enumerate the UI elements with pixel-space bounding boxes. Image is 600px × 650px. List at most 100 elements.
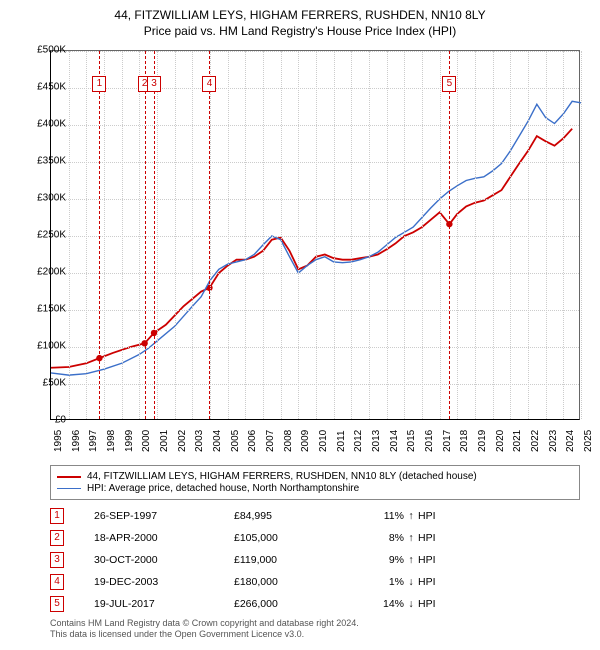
tx-pct: 9%: [354, 554, 404, 566]
event-marker: 4: [202, 76, 216, 92]
transaction-row: 330-OCT-2000£119,0009%↑HPI: [50, 549, 580, 571]
arrow-up-icon: ↑: [404, 510, 418, 522]
x-axis-label: 2022: [530, 430, 541, 452]
transaction-row: 519-JUL-2017£266,00014%↓HPI: [50, 593, 580, 615]
tx-marker: 5: [50, 596, 64, 612]
x-axis-label: 1995: [53, 430, 64, 452]
x-axis-label: 2002: [177, 430, 188, 452]
gridline-v: [157, 51, 158, 419]
gridline-v: [245, 51, 246, 419]
x-axis-label: 2006: [247, 430, 258, 452]
gridline-v: [440, 51, 441, 419]
y-axis-label: £0: [22, 415, 66, 426]
event-line: [209, 51, 210, 419]
gridline-v: [493, 51, 494, 419]
gridline-h: [51, 347, 579, 348]
tx-marker: 1: [50, 508, 64, 524]
tx-date: 26-SEP-1997: [94, 510, 234, 522]
tx-hpi-label: HPI: [418, 510, 458, 522]
tx-price: £119,000: [234, 554, 354, 566]
gridline-v: [387, 51, 388, 419]
gridline-h: [51, 236, 579, 237]
legend-label: 44, FITZWILLIAM LEYS, HIGHAM FERRERS, RU…: [87, 471, 477, 482]
x-axis-label: 2014: [389, 430, 400, 452]
legend: 44, FITZWILLIAM LEYS, HIGHAM FERRERS, RU…: [50, 465, 580, 500]
tx-date: 30-OCT-2000: [94, 554, 234, 566]
x-axis-label: 2012: [353, 430, 364, 452]
gridline-v: [86, 51, 87, 419]
gridline-h: [51, 125, 579, 126]
tx-price: £84,995: [234, 510, 354, 522]
gridline-v: [298, 51, 299, 419]
gridline-v: [581, 51, 582, 419]
x-axis-label: 2004: [212, 430, 223, 452]
tx-marker: 4: [50, 574, 64, 590]
event-marker: 3: [147, 76, 161, 92]
legend-swatch: [57, 488, 81, 489]
x-axis-label: 2018: [459, 430, 470, 452]
x-axis-label: 2023: [548, 430, 559, 452]
event-line: [154, 51, 155, 419]
transaction-row: 419-DEC-2003£180,0001%↓HPI: [50, 571, 580, 593]
tx-price: £180,000: [234, 576, 354, 588]
gridline-v: [316, 51, 317, 419]
x-axis-label: 2010: [318, 430, 329, 452]
event-line: [99, 51, 100, 419]
gridline-h: [51, 384, 579, 385]
tx-pct: 8%: [354, 532, 404, 544]
x-axis-label: 2021: [512, 430, 523, 452]
x-axis-label: 2016: [424, 430, 435, 452]
y-axis-label: £300K: [22, 193, 66, 204]
tx-date: 18-APR-2000: [94, 532, 234, 544]
footer-line-1: Contains HM Land Registry data © Crown c…: [50, 618, 359, 629]
x-axis-label: 2011: [336, 430, 347, 452]
gridline-v: [192, 51, 193, 419]
x-axis-label: 2017: [442, 430, 453, 452]
arrow-down-icon: ↓: [404, 598, 418, 610]
x-axis-label: 2015: [406, 430, 417, 452]
gridline-h: [51, 162, 579, 163]
x-axis-label: 2024: [565, 430, 576, 452]
gridline-h: [51, 310, 579, 311]
gridline-v: [351, 51, 352, 419]
y-axis-label: £250K: [22, 230, 66, 241]
gridline-v: [228, 51, 229, 419]
arrow-up-icon: ↑: [404, 554, 418, 566]
event-line: [145, 51, 146, 419]
gridline-v: [139, 51, 140, 419]
tx-price: £105,000: [234, 532, 354, 544]
legend-swatch: [57, 476, 81, 478]
gridline-h: [51, 199, 579, 200]
x-axis-label: 2000: [141, 430, 152, 452]
gridline-v: [457, 51, 458, 419]
tx-date: 19-JUL-2017: [94, 598, 234, 610]
tx-marker: 2: [50, 530, 64, 546]
x-axis-label: 2009: [300, 430, 311, 452]
chart-title-address: 44, FITZWILLIAM LEYS, HIGHAM FERRERS, RU…: [0, 0, 600, 22]
x-axis-label: 1997: [88, 430, 99, 452]
transaction-row: 126-SEP-1997£84,99511%↑HPI: [50, 505, 580, 527]
gridline-v: [69, 51, 70, 419]
x-axis-label: 2020: [495, 430, 506, 452]
x-axis-label: 2007: [265, 430, 276, 452]
y-axis-label: £200K: [22, 267, 66, 278]
gridline-h: [51, 51, 579, 52]
y-axis-label: £50K: [22, 378, 66, 389]
transaction-row: 218-APR-2000£105,0008%↑HPI: [50, 527, 580, 549]
event-marker: 1: [92, 76, 106, 92]
y-axis-label: £450K: [22, 82, 66, 93]
event-line: [449, 51, 450, 419]
transaction-table: 126-SEP-1997£84,99511%↑HPI218-APR-2000£1…: [50, 505, 580, 615]
gridline-v: [510, 51, 511, 419]
chart-subtitle: Price paid vs. HM Land Registry's House …: [0, 22, 600, 42]
y-axis-label: £350K: [22, 156, 66, 167]
tx-price: £266,000: [234, 598, 354, 610]
legend-item: HPI: Average price, detached house, Nort…: [57, 483, 573, 494]
x-axis-label: 2005: [230, 430, 241, 452]
legend-item: 44, FITZWILLIAM LEYS, HIGHAM FERRERS, RU…: [57, 471, 573, 482]
gridline-v: [334, 51, 335, 419]
gridline-v: [475, 51, 476, 419]
plot-area: 12345: [50, 50, 580, 420]
x-axis-label: 2008: [283, 430, 294, 452]
x-axis-label: 2003: [194, 430, 205, 452]
